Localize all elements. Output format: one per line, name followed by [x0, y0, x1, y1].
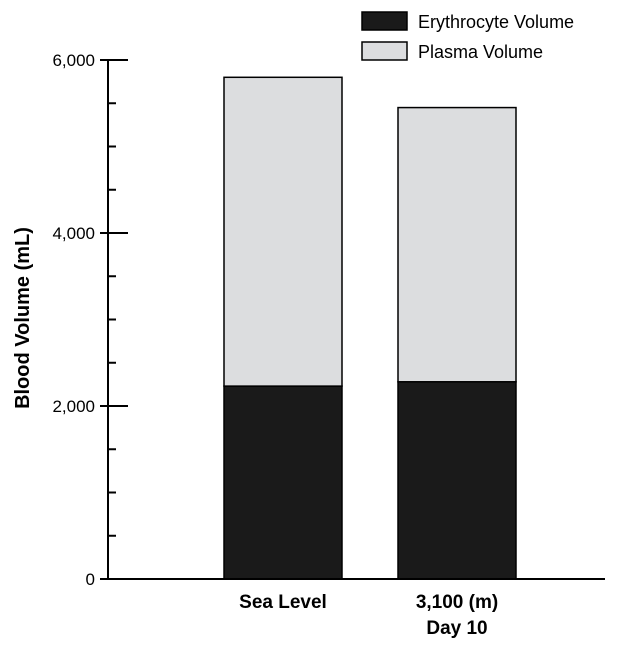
x-category-label: Sea Level: [239, 592, 327, 613]
bar-segment-plasma-1: [223, 76, 343, 387]
bar-segment-plasma-2: [397, 106, 517, 383]
y-axis-title: Blood Volume (mL): [12, 227, 34, 409]
legend-item-plasma-label: Plasma Volume: [418, 42, 543, 62]
y-tick-label: 2,000: [52, 397, 95, 416]
y-tick-label: 4,000: [52, 224, 95, 243]
legend-item-erythrocyte-swatch: [361, 11, 408, 31]
y-tick-label: 0: [86, 570, 95, 589]
y-tick-label: 6,000: [52, 51, 95, 70]
x-category-label: 3,100 (m): [416, 592, 498, 613]
legend-item-erythrocyte-label: Erythrocyte Volume: [418, 12, 574, 32]
bar-segment-erythrocyte-2: [397, 381, 517, 580]
bar-segment-erythrocyte-1: [223, 385, 343, 580]
x-category-sublabel: Day 10: [426, 618, 487, 639]
legend-item-plasma-swatch: [361, 41, 408, 61]
